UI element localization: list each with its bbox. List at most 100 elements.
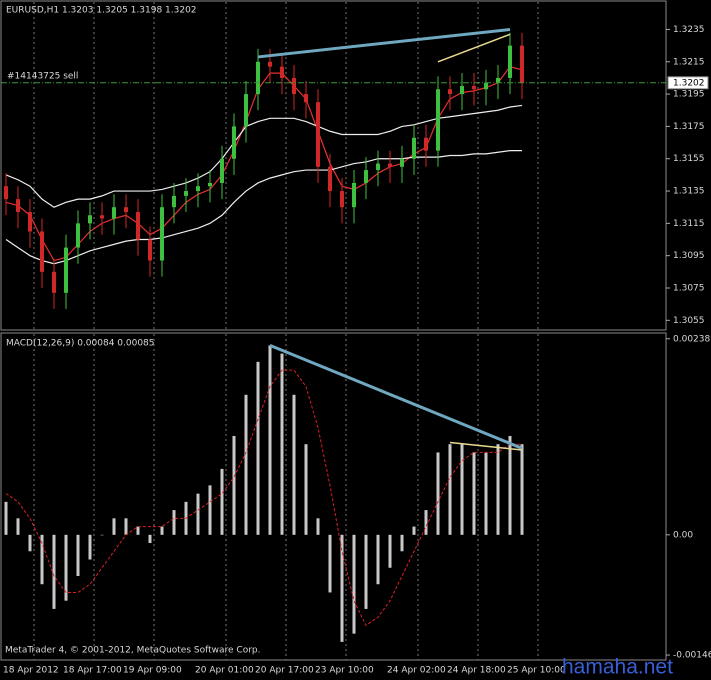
macd-bar <box>52 534 56 609</box>
macd-bar <box>160 526 164 535</box>
macd-bar <box>460 444 464 535</box>
candle-body <box>268 61 272 67</box>
macd-bar <box>136 526 140 535</box>
candle-body <box>172 195 176 208</box>
macd-bar <box>340 534 344 642</box>
candle-body <box>136 212 140 240</box>
x-tick-label: 18 Apr 2012 <box>3 666 59 676</box>
macd-bar <box>316 518 320 535</box>
y-tick-label: 1.3235 <box>673 25 705 35</box>
candle-body <box>340 191 344 208</box>
candle-body <box>220 158 224 183</box>
macd-bar <box>112 518 116 535</box>
macd-bar <box>484 452 488 535</box>
macd-bar <box>448 444 452 535</box>
candle-body <box>424 137 428 151</box>
macd-bar <box>280 353 284 535</box>
candle-body <box>88 215 92 224</box>
candle-body <box>436 89 440 151</box>
candle-body <box>100 215 104 219</box>
macd-bar <box>76 534 80 576</box>
candle-body <box>28 212 32 232</box>
candle-body <box>16 199 20 213</box>
macd-bar <box>304 444 308 535</box>
macd-bar <box>268 345 272 535</box>
macd-bar <box>172 510 176 535</box>
x-tick-label: 20 Apr 01:00 <box>195 666 254 676</box>
y-tick-label: 1.3195 <box>673 90 705 100</box>
price-title: EURUSD,H1 1.3203 1.3205 1.3198 1.3202 <box>6 6 197 16</box>
price-tag <box>667 76 709 90</box>
macd-bar <box>16 518 20 535</box>
y-tick-label: 1.3215 <box>673 57 705 67</box>
y-tick-label: 1.3055 <box>673 316 705 326</box>
price-pane-frame <box>0 0 667 331</box>
signal-line <box>5 369 522 627</box>
candle-body <box>76 223 80 248</box>
y-tick-label: 0.00 <box>673 530 693 540</box>
candle-body <box>448 89 452 95</box>
macd-bar <box>40 534 44 585</box>
macd-bar <box>424 510 428 535</box>
macd-bar <box>208 485 212 535</box>
moving-average <box>5 150 522 265</box>
x-tick-label: 20 Apr 17:00 <box>255 666 314 676</box>
candle-body <box>364 170 368 183</box>
y-tick-label: -0.00146 <box>673 651 711 661</box>
macd-bar <box>232 435 236 535</box>
macd-bar <box>364 534 368 609</box>
y-tick-label: 1.3135 <box>673 187 705 197</box>
candle-body <box>376 163 380 171</box>
trendline <box>449 441 523 451</box>
watermark: hamaha.net <box>562 656 673 679</box>
candle-body <box>352 182 356 208</box>
macd-bar <box>400 534 404 552</box>
candle-body <box>280 66 284 78</box>
candle-body <box>244 94 248 127</box>
macd-bar <box>148 534 152 544</box>
y-tick-label: 1.3075 <box>673 283 705 293</box>
y-tick-label: 1.3155 <box>673 154 705 164</box>
x-tick-label: 24 Apr 02:00 <box>387 666 446 676</box>
candle-body <box>4 186 8 200</box>
candle-body <box>388 163 392 167</box>
macd-bar <box>508 435 512 535</box>
candle-body <box>412 137 416 159</box>
candle-body <box>52 271 56 293</box>
macd-bar <box>328 534 332 593</box>
macd-bar <box>256 361 260 535</box>
trendline <box>257 27 511 59</box>
candle-body <box>208 182 212 187</box>
candle-body <box>256 61 260 95</box>
macd-bar <box>100 534 104 536</box>
candle-body <box>496 77 500 83</box>
candle-body <box>40 231 44 272</box>
candle-body <box>148 239 152 261</box>
y-tick-label: 1.3175 <box>673 122 705 132</box>
candle-body <box>196 186 200 192</box>
trendline <box>269 343 523 450</box>
y-tick-label: 0.00238 <box>673 334 710 344</box>
x-tick-label: 23 Apr 10:00 <box>315 666 374 676</box>
macd-pane-frame <box>0 332 667 661</box>
macd-bar <box>220 468 224 535</box>
macd-bar <box>4 501 8 535</box>
y-tick-label: 1.3095 <box>673 251 705 261</box>
macd-bar <box>496 444 500 535</box>
x-tick-label: 24 Apr 18:00 <box>447 666 506 676</box>
candle-body <box>316 102 320 167</box>
candle-body <box>232 126 236 159</box>
price-tag-label: 1.3202 <box>673 78 705 88</box>
candle-body <box>184 191 188 196</box>
candle-body <box>64 247 68 293</box>
macd-bar <box>436 452 440 535</box>
x-tick-label: 19 Apr 09:00 <box>123 666 182 676</box>
candle-body <box>484 82 488 90</box>
order-label: #14143725 sell <box>7 71 78 81</box>
macd-bar <box>244 394 248 535</box>
candle-body <box>400 158 404 167</box>
candle-body <box>304 94 308 103</box>
candle-body <box>520 45 524 83</box>
macd-bar <box>376 534 380 585</box>
